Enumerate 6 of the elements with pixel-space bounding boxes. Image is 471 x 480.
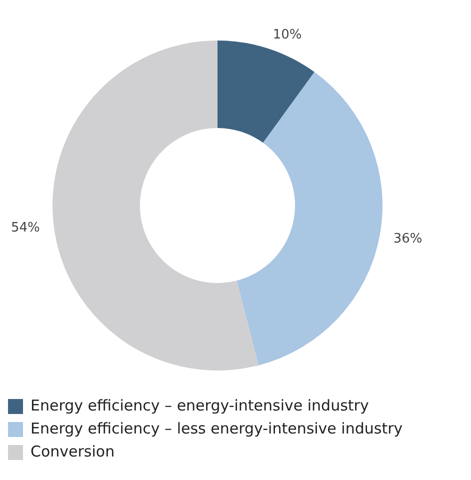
data-label: 10% [272, 28, 302, 43]
legend-label: Energy efficiency – energy-intensive industry [30, 396, 369, 414]
data-label: 54% [11, 220, 40, 236]
legend-label: Conversion [30, 442, 115, 460]
legend-label: Energy efficiency – less energy-intensive industry [30, 419, 403, 438]
data-label: 36% [393, 231, 422, 246]
